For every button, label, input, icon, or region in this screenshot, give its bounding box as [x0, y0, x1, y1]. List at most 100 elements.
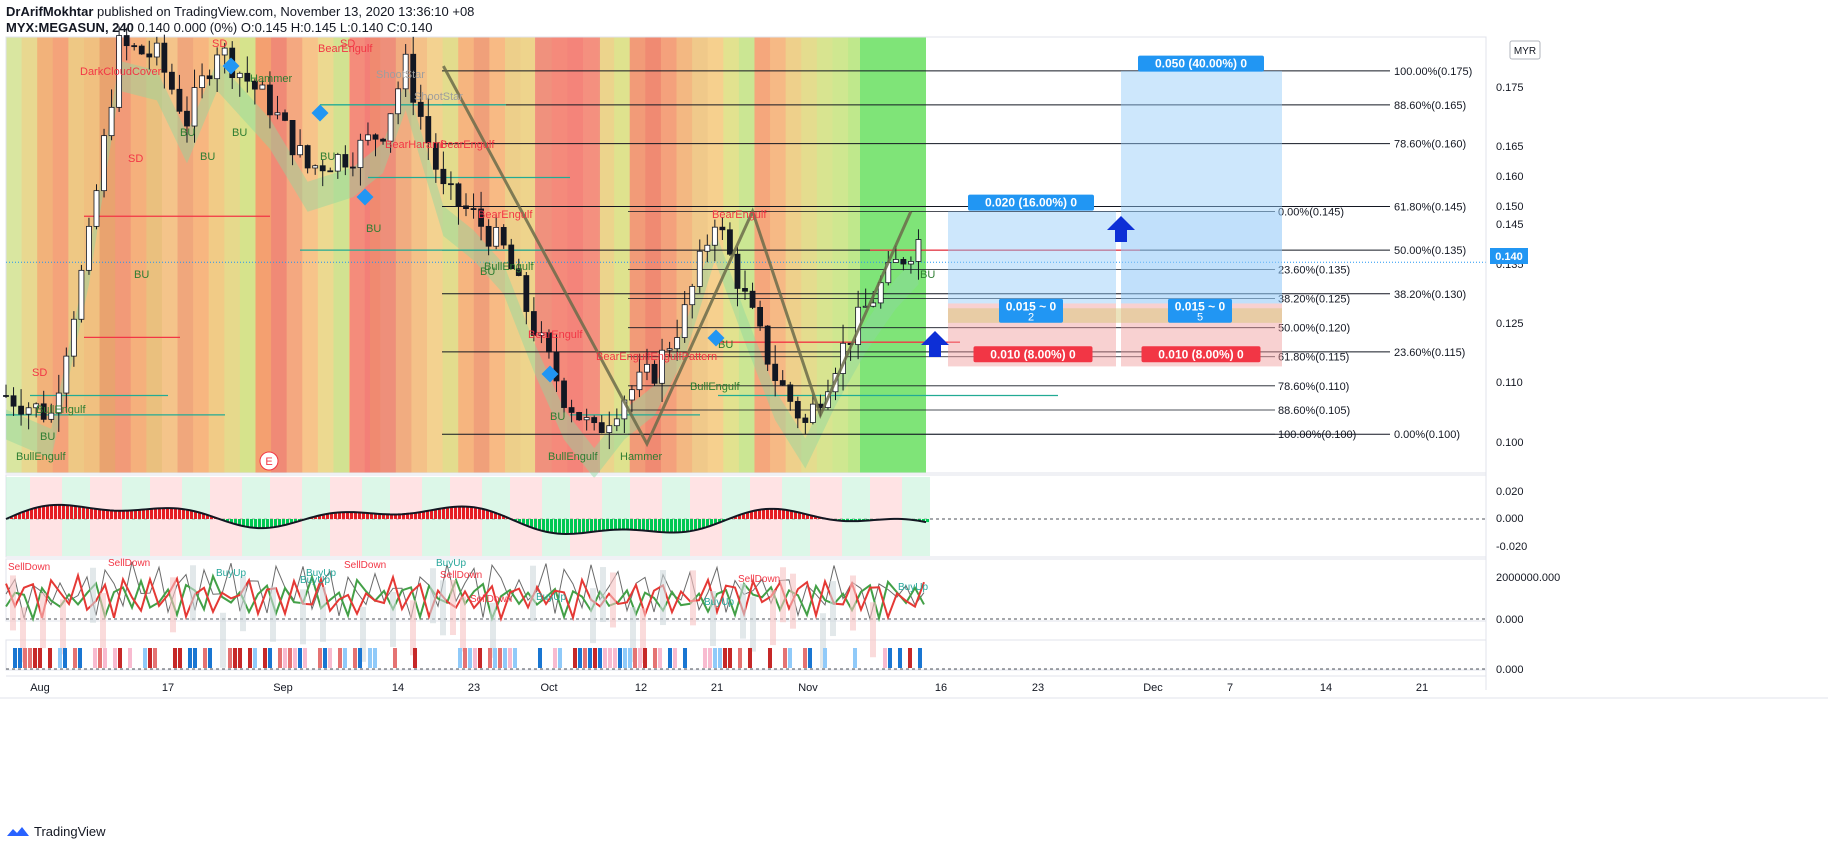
osc1-bar: [610, 519, 613, 531]
osc3-bar: [288, 648, 292, 668]
candle-body: [199, 75, 205, 88]
osc1-bar: [390, 514, 393, 519]
osc1-bar: [110, 510, 113, 519]
osc3-bar: [143, 648, 147, 668]
pattern-label: BullEngulf: [16, 451, 66, 463]
time-tick: Dec: [1143, 682, 1163, 694]
osc1-bg: [906, 477, 910, 556]
osc1-bg: [578, 477, 582, 556]
osc1-bg: [854, 477, 858, 556]
osc1-bar: [514, 519, 517, 521]
osc1-bar: [706, 519, 709, 528]
pattern-label: BU: [480, 266, 495, 278]
pattern-label: BU: [920, 269, 935, 281]
osc1-bar: [106, 510, 109, 519]
osc3-bar: [728, 648, 732, 668]
osc2-signal-label: SellDown: [738, 574, 780, 585]
osc3-tick: 0.000: [1496, 664, 1524, 676]
tradingview-footer[interactable]: TradingView: [6, 824, 106, 839]
osc1-bg: [262, 477, 266, 556]
bg-red-zone: [350, 37, 370, 473]
pattern-label: SD: [32, 367, 47, 379]
osc1-bg: [6, 477, 10, 556]
osc2-bar: [830, 581, 836, 637]
osc2-bar: [850, 575, 856, 631]
osc1-bar: [574, 519, 577, 534]
fib-level-label: 38.20%(0.125): [1278, 294, 1350, 306]
pattern-label: BearEngulf: [440, 139, 495, 151]
osc1-bg: [822, 477, 826, 556]
osc3-bar: [193, 648, 197, 668]
osc1-bar: [78, 506, 81, 519]
osc1-bg: [214, 477, 218, 556]
candle-body: [380, 138, 386, 142]
osc3-bar: [513, 648, 517, 668]
candle-body: [327, 170, 334, 173]
time-tick: Nov: [798, 682, 818, 694]
candle-body: [809, 403, 816, 423]
osc3-bar: [368, 648, 372, 668]
osc3-bar: [723, 648, 727, 668]
candle-body: [485, 225, 492, 247]
osc1-bar: [50, 505, 53, 519]
osc1-bar: [166, 508, 169, 519]
osc3-bar: [268, 648, 272, 668]
pattern-label: SD: [128, 153, 143, 165]
osc1-bar: [518, 519, 521, 523]
osc1-bg: [714, 477, 718, 556]
osc1-bar: [162, 508, 165, 519]
osc1-bar: [94, 508, 97, 519]
pattern-label: BU: [320, 151, 335, 163]
osc3-bar: [188, 648, 192, 668]
time-tick: Sep: [273, 682, 293, 694]
osc1-bar: [438, 508, 441, 519]
time-tick: 17: [162, 682, 174, 694]
osc1-bar: [10, 517, 13, 519]
position-box: [948, 211, 1116, 304]
symbol-label: MYX:MEGASUN, 240: [6, 20, 134, 35]
osc1-bar: [122, 510, 125, 519]
osc1-bar: [674, 519, 677, 533]
position-box: [1121, 211, 1282, 304]
osc1-bar: [146, 509, 149, 519]
candle-body: [349, 166, 356, 169]
osc2-bar: [270, 586, 276, 642]
osc3-bar: [318, 648, 322, 668]
osc1-bar: [466, 506, 469, 519]
osc1-bar: [746, 512, 749, 519]
osc1-bar: [286, 519, 289, 525]
osc1-bar: [926, 519, 929, 523]
osc1-bar: [58, 504, 61, 519]
osc1-bar: [190, 510, 193, 519]
osc3-bar: [708, 648, 712, 668]
osc1-bar: [18, 513, 21, 519]
osc2-bar: [820, 613, 826, 669]
time-tick: Aug: [30, 682, 50, 694]
osc1-bar: [502, 515, 505, 519]
osc1-bar: [330, 513, 333, 519]
osc2-bar: [360, 606, 366, 662]
osc3-bar: [93, 648, 97, 668]
pattern-label: BU: [200, 151, 215, 163]
publisher-name[interactable]: DrArifMokhtar: [6, 4, 94, 19]
osc3-bar: [718, 648, 722, 668]
candle-body: [892, 259, 899, 263]
osc1-bar: [678, 519, 681, 533]
osc3-bar: [328, 648, 332, 668]
osc3-bar: [393, 648, 397, 668]
osc1-bar: [186, 509, 189, 519]
osc1-bar: [762, 509, 765, 519]
candle-body: [636, 371, 643, 391]
osc1-bg: [878, 477, 882, 556]
candle-body: [613, 418, 620, 427]
box-label: 0.010 (8.00%) 0: [1158, 347, 1244, 361]
candle-body: [546, 332, 552, 353]
osc1-bg: [258, 477, 262, 556]
osc1-bar: [430, 510, 433, 519]
box-label: 0.015 ~ 0: [1006, 300, 1057, 314]
osc3-bar: [63, 648, 67, 668]
pattern-label: BU: [550, 411, 565, 423]
box-label-bg: [968, 194, 1094, 211]
osc1-bar: [446, 507, 449, 519]
